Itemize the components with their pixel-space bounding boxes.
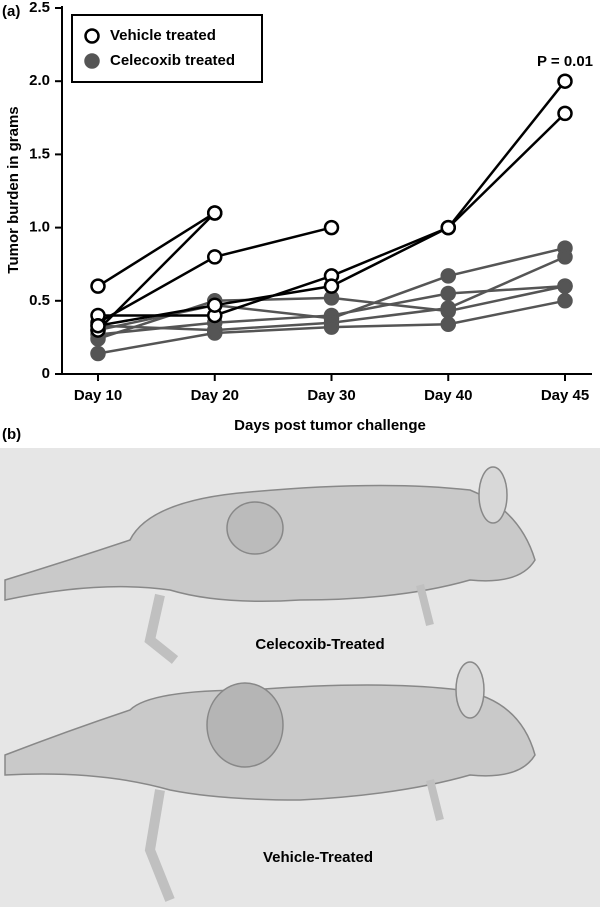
data-point <box>440 285 456 302</box>
legend-label: Vehicle treated <box>110 27 216 44</box>
data-point <box>207 325 223 341</box>
y-tick-label: 2.5 <box>29 0 50 16</box>
data-point <box>440 316 456 332</box>
y-tick-label: 2.0 <box>29 72 50 89</box>
data-point <box>440 219 456 236</box>
data-point <box>90 278 106 294</box>
legend-marker <box>84 53 100 69</box>
x-tick-label: Day 40 <box>424 387 472 404</box>
data-point <box>323 219 340 236</box>
mouse-top <box>4 466 536 664</box>
data-point <box>323 278 340 294</box>
data-point <box>90 345 106 362</box>
x-axis-title: Days post tumor challenge <box>234 417 426 434</box>
y-tick-label: 0.5 <box>29 292 50 309</box>
panel-label: (a) <box>2 3 20 20</box>
y-axis-title: Tumor burden in grams <box>5 106 22 273</box>
panel-label: (b) <box>2 426 21 443</box>
series-line <box>97 211 216 288</box>
legend-box <box>71 14 263 83</box>
x-tick-label: Day 10 <box>74 387 122 404</box>
data-point <box>440 268 456 284</box>
y-tick-label: 0 <box>42 365 50 382</box>
data-point <box>440 300 456 316</box>
data-point <box>557 105 573 122</box>
x-tick-label: Day 45 <box>541 387 589 404</box>
data-point <box>323 319 340 335</box>
data-point <box>207 249 223 265</box>
data-point <box>207 205 223 221</box>
data-point <box>557 278 573 294</box>
data-point <box>557 293 573 309</box>
legend-label: Celecoxib treated <box>110 52 235 69</box>
x-tick-label: Day 30 <box>307 387 355 404</box>
y-tick-label: 1.0 <box>29 219 50 236</box>
x-tick-label: Day 20 <box>191 387 239 404</box>
data-point <box>557 249 573 265</box>
data-point <box>207 297 223 313</box>
y-tick-label: 1.5 <box>29 145 50 162</box>
legend-marker <box>84 28 100 44</box>
photo-caption: Vehicle-Treated <box>263 849 373 866</box>
photo-caption: Celecoxib-Treated <box>255 636 384 653</box>
data-point <box>557 73 573 89</box>
data-point <box>90 317 106 334</box>
mouse-bottom <box>4 661 536 902</box>
annotation: P = 0.01 <box>537 53 593 70</box>
